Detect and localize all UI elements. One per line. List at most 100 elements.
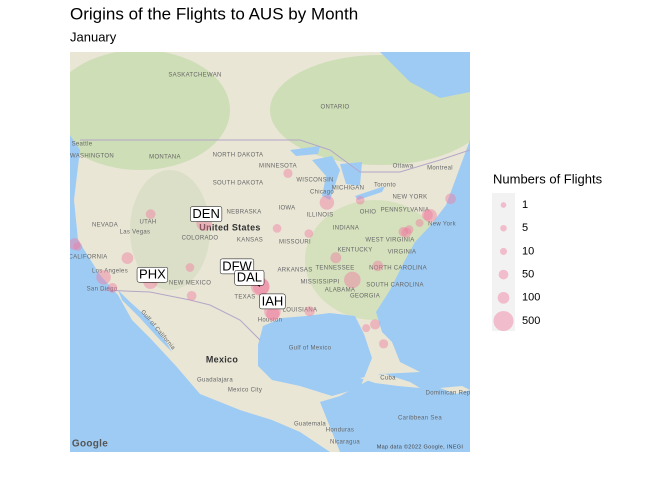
bubble xyxy=(96,270,111,285)
map-label: ILLINOIS xyxy=(306,213,333,219)
map-label: United States xyxy=(199,222,260,232)
label-box xyxy=(136,266,169,283)
map-label: Gulf of Mexico xyxy=(289,346,332,352)
bubble xyxy=(401,227,412,238)
airport-label: DFW xyxy=(222,258,252,273)
bubble xyxy=(362,324,371,333)
map-label: OHIO xyxy=(360,210,377,216)
map-label: GEORGIA xyxy=(350,294,380,300)
map-label: TENNESSEE xyxy=(315,266,354,272)
lake-huron xyxy=(340,162,362,186)
map-label: ARKANSAS xyxy=(277,268,312,274)
bubble xyxy=(398,226,409,237)
mountains xyxy=(130,170,210,290)
map-label: PENNSYLVANIA xyxy=(381,208,430,214)
map-label: ONTARIO xyxy=(321,105,350,111)
map-label: NEBRASKA xyxy=(226,210,261,216)
map-label: MONTANA xyxy=(149,155,181,161)
legend-label: 50 xyxy=(522,269,534,281)
map-label: Mexico xyxy=(206,354,239,364)
map-label: San Diego xyxy=(87,287,118,293)
map-label: WISCONSIN xyxy=(296,178,333,184)
bubble xyxy=(185,263,195,272)
map-label: TEXAS xyxy=(234,295,255,301)
map-label: ALABAMA xyxy=(325,288,355,294)
gulf-of-mexico xyxy=(258,313,372,396)
airport-label: DEN xyxy=(192,206,219,221)
map-label: VIRGINIA xyxy=(388,250,417,256)
map-label: SASKATCHEWAN xyxy=(168,73,221,79)
bubble xyxy=(304,306,315,317)
legend-label: 500 xyxy=(522,315,540,327)
map-label: COLORADO xyxy=(182,236,219,242)
bubble xyxy=(70,238,81,250)
legend-label: 100 xyxy=(522,292,540,304)
bubble xyxy=(266,307,280,321)
legend: 1 5 10 50 100 500 xyxy=(492,193,540,331)
map-label: Cuba xyxy=(380,376,396,382)
hudson-bay xyxy=(380,52,470,98)
map-label: NEW YORK xyxy=(393,195,428,201)
airport-label: PHX xyxy=(139,267,166,282)
bubble xyxy=(319,195,335,210)
map-label: Ottawa xyxy=(393,164,414,170)
legend-label: 1 xyxy=(522,199,528,211)
bubble xyxy=(404,225,414,234)
bubble xyxy=(421,209,433,221)
legend-label: 10 xyxy=(522,245,534,257)
map-label: Los Angeles xyxy=(92,269,128,275)
map-label: New York xyxy=(428,222,456,228)
map-label: Nicaragua xyxy=(330,440,360,446)
atlantic-ocean xyxy=(320,140,470,452)
bubble xyxy=(304,229,314,238)
map-label: Guatemala xyxy=(294,422,326,428)
bubble xyxy=(423,208,437,223)
map-label: CALIFORNIA xyxy=(68,255,107,261)
map-label: NEVADA xyxy=(92,223,118,229)
bubble xyxy=(372,260,384,272)
map-label: Google xyxy=(72,439,108,450)
map-label: Montreal xyxy=(427,166,453,172)
bubble xyxy=(370,319,381,330)
bubble xyxy=(121,252,134,265)
chart-subtitle: January xyxy=(70,29,117,44)
legend-title: Numbers of Flights xyxy=(493,171,603,186)
border xyxy=(99,289,261,341)
label-box xyxy=(234,270,265,286)
lake-superior xyxy=(290,146,320,156)
hispaniola xyxy=(440,386,470,394)
bubble xyxy=(145,209,156,220)
map-label: INDIANA xyxy=(333,226,359,232)
airport-label: IAH xyxy=(262,293,284,308)
legend-key xyxy=(497,291,510,304)
map-label: Guadalajara xyxy=(197,378,233,384)
legend-key-background xyxy=(492,193,515,331)
bubble xyxy=(330,252,342,264)
legend-label: 5 xyxy=(522,222,528,234)
map-label: IOWA xyxy=(279,206,296,212)
map-label: KANSAS xyxy=(237,238,263,244)
map-label: Dominican Republic xyxy=(426,391,485,397)
map-label: WASHINGTON xyxy=(70,154,114,160)
map-label: MISSISSIPPI xyxy=(301,280,340,286)
map-label: LOUISIANA xyxy=(283,308,318,314)
label-box xyxy=(190,206,223,222)
bubble xyxy=(343,271,361,289)
bubble xyxy=(445,193,456,205)
map-label: NEW MEXICO xyxy=(169,281,211,287)
map-label: MISSOURI xyxy=(279,240,311,246)
map-label: Chicago xyxy=(310,190,334,196)
label-box xyxy=(259,293,286,310)
map-label: SOUTH DAKOTA xyxy=(213,181,264,187)
map-label: Las Vegas xyxy=(120,230,151,236)
legend-key xyxy=(500,224,507,232)
legend-key xyxy=(499,247,508,255)
map-label: KENTUCKY xyxy=(337,248,372,254)
map-label: NORTH CAROLINA xyxy=(369,266,427,272)
map: SASKATCHEWAN ONTARIO Seattle WASHINGTON MONT… xyxy=(68,52,485,452)
pacific-ocean xyxy=(70,135,330,452)
border xyxy=(80,139,470,173)
bubble xyxy=(272,224,282,233)
